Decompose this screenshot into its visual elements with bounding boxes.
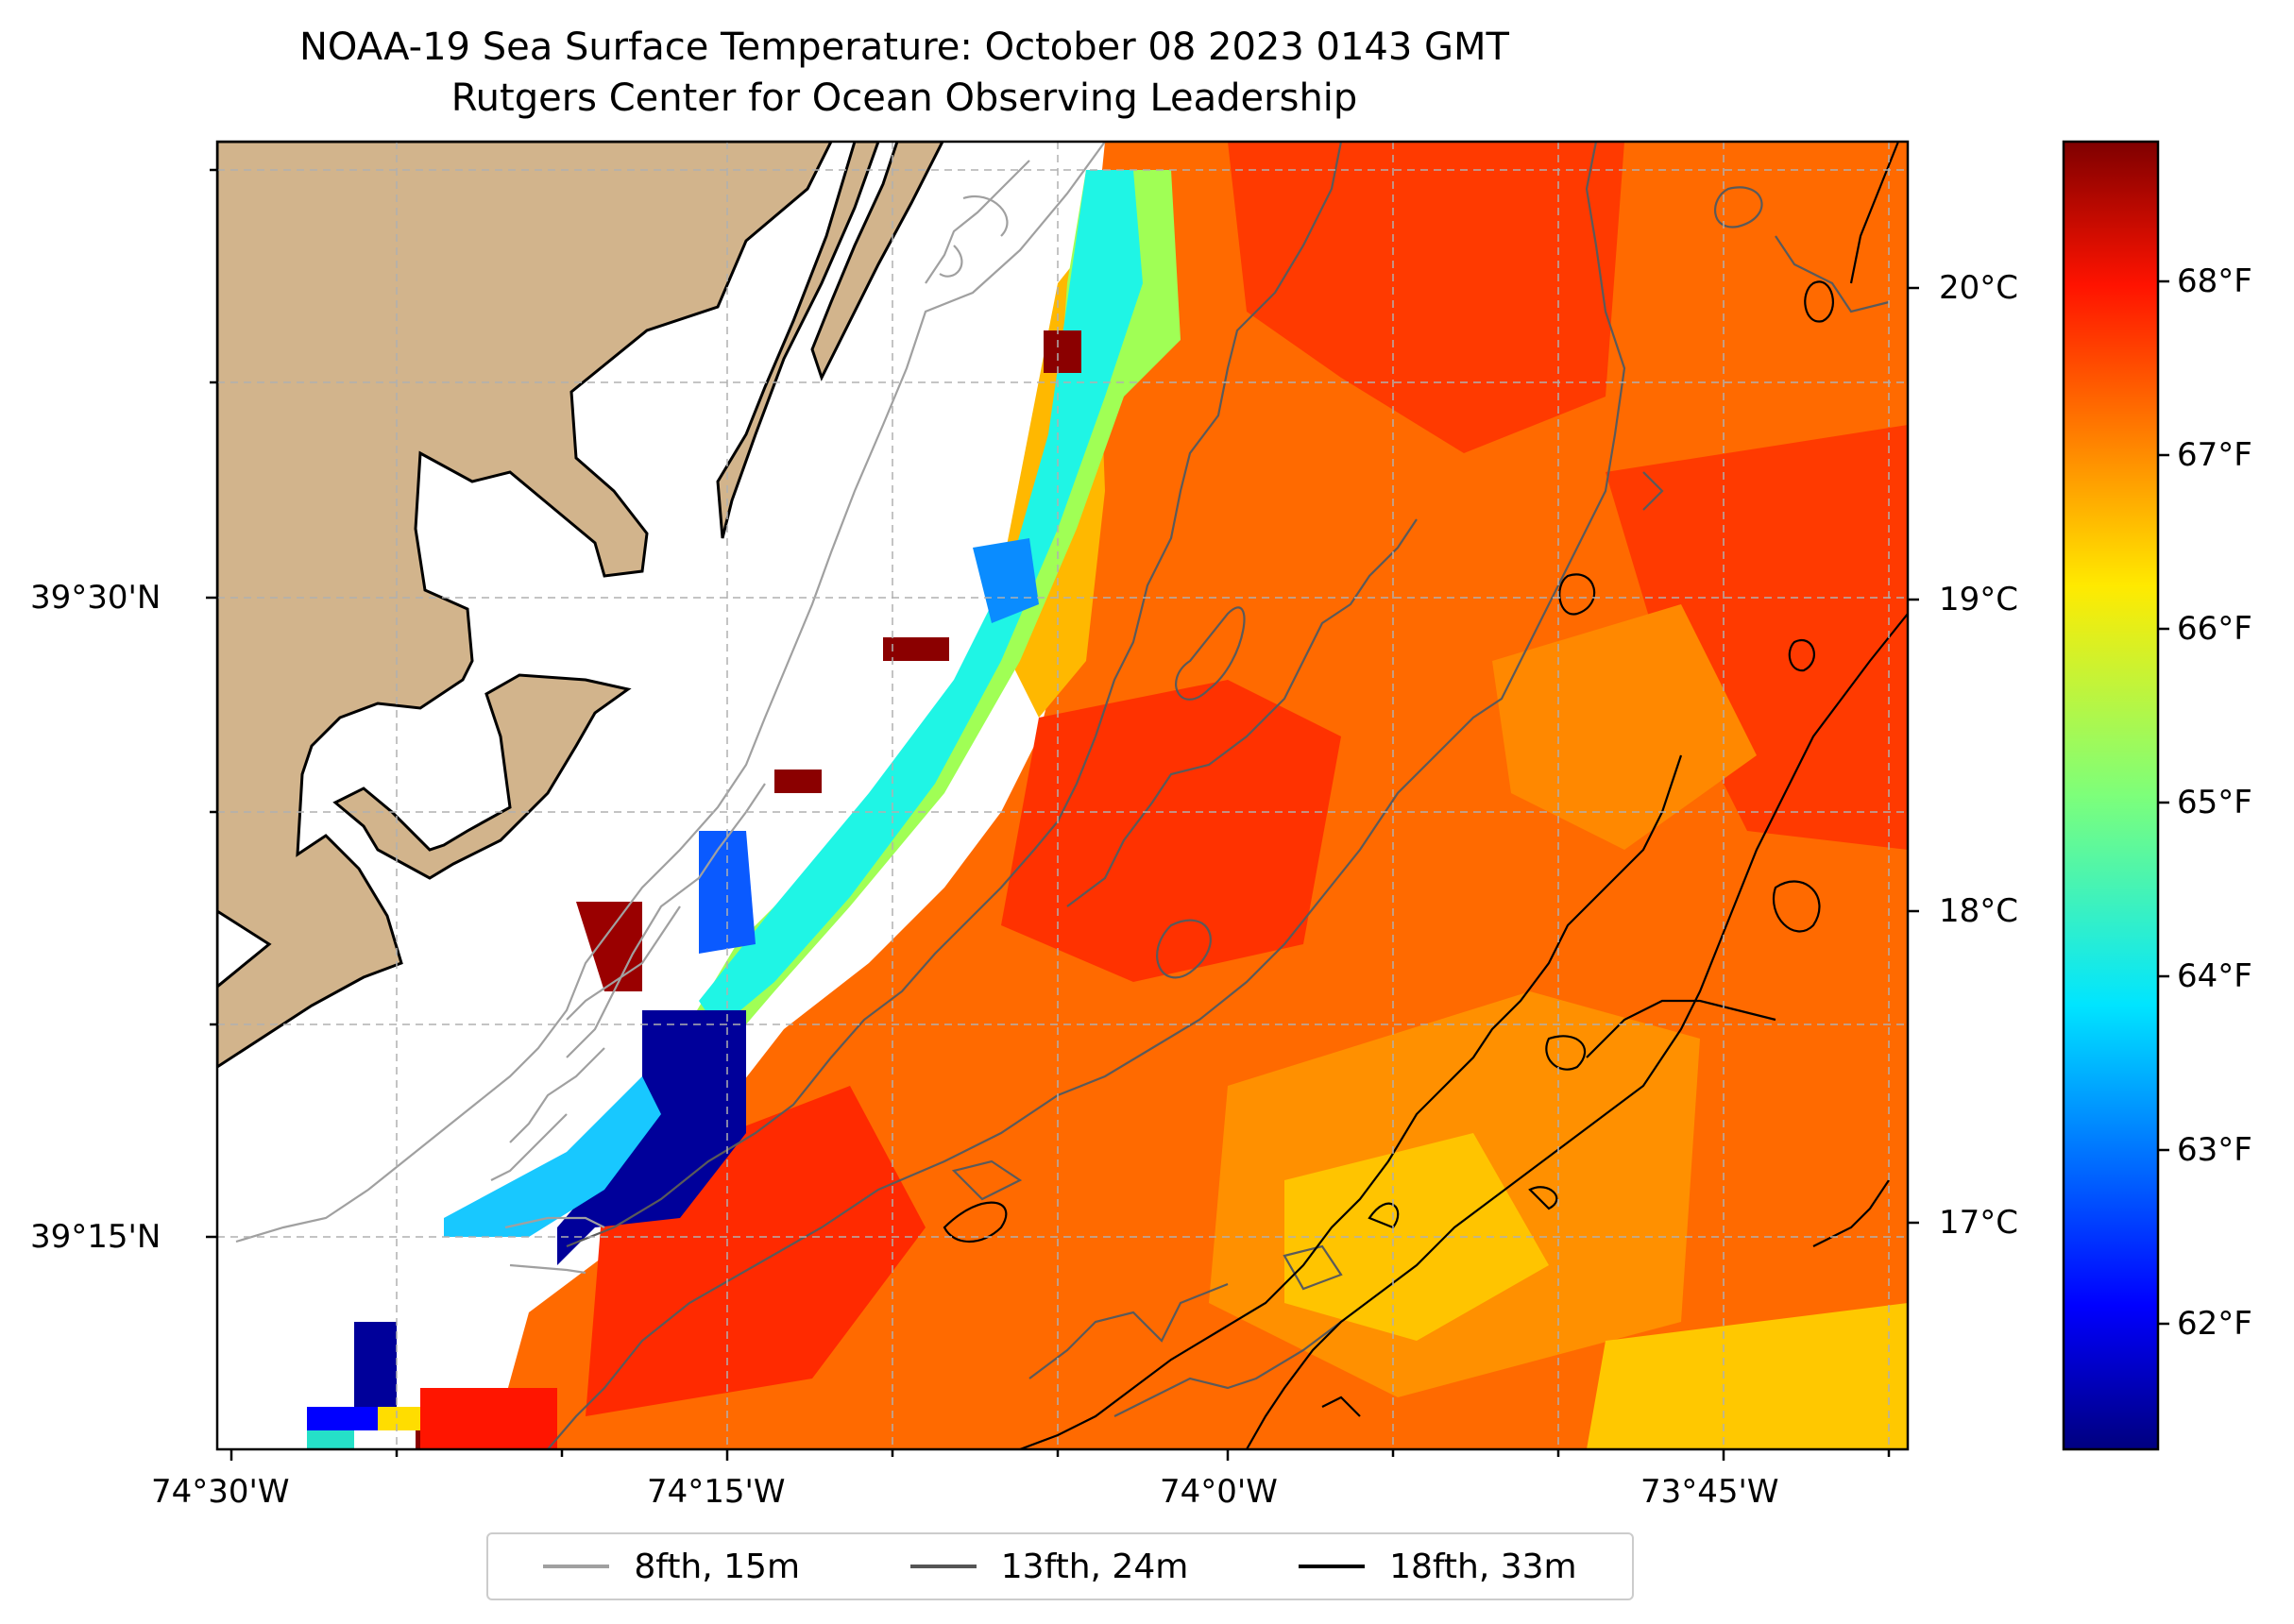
sst-dark-red-pixels: [576, 902, 642, 991]
lon-tick-label: 74°15'W: [647, 1473, 786, 1511]
sst-dark-red-pixels: [883, 637, 949, 661]
map-gridlines: [217, 142, 1908, 1449]
celsius-tick-label: 17°C: [1939, 1204, 2019, 1242]
barrier-island: [810, 142, 944, 381]
sst-blue-front: [699, 831, 756, 954]
legend-swatch-8fth: [543, 1565, 610, 1568]
map-plot-area: [217, 142, 1908, 1449]
sst-cyan-front: [444, 1076, 661, 1237]
barrier-island: [332, 673, 632, 880]
fahrenheit-tick-label: 62°F: [2177, 1305, 2252, 1343]
fahrenheit-tick-label: 65°F: [2177, 784, 2252, 821]
sst-red-patch: [1606, 425, 1908, 850]
legend-label: 18fth, 33m: [1389, 1547, 1577, 1586]
sst-blue-front: [973, 538, 1039, 623]
contour-13fth-24m: [547, 142, 1890, 1449]
contour-legend: 8fth, 15m 13fth, 24m 18fth, 33m: [486, 1532, 1634, 1600]
map-frame: [215, 140, 1910, 1451]
sst-red-pixels: [420, 1388, 557, 1449]
fahrenheit-tick-label: 67°F: [2177, 436, 2252, 474]
celsius-tick-label: 19°C: [1939, 581, 2019, 618]
sst-cyan-front: [699, 170, 1143, 1029]
barrier-island: [716, 142, 880, 539]
legend-item-13fth: 13fth, 24m: [909, 1547, 1189, 1586]
celsius-tick-label: 18°C: [1939, 892, 2019, 930]
axis-ticks: [206, 168, 1919, 1461]
inlet-water: [217, 909, 272, 989]
lon-tick-label: 73°45'W: [1640, 1473, 1779, 1511]
map-title: NOAA-19 Sea Surface Temperature: October…: [299, 25, 1509, 69]
sst-blue-pixels: [307, 1407, 378, 1430]
colorbar-ticks: [2158, 279, 2169, 1326]
sst-red-patch: [1228, 142, 1624, 453]
sst-yellow-pixels: [378, 1407, 420, 1430]
sst-red-patch: [1001, 680, 1341, 982]
sst-cyan-pixels: [307, 1430, 354, 1449]
sst-dark-red-pixels: [774, 770, 822, 793]
lat-tick-label: 39°30'N: [30, 579, 161, 617]
legend-item-8fth: 8fth, 15m: [543, 1548, 800, 1586]
lon-tick-label: 74°0'W: [1160, 1473, 1278, 1511]
sst-yellow-patch: [1284, 1133, 1549, 1341]
fahrenheit-tick-label: 63°F: [2177, 1131, 2252, 1169]
legend-item-18fth: 18fth, 33m: [1299, 1548, 1577, 1586]
legend-label: 13fth, 24m: [1000, 1547, 1189, 1586]
map-subtitle: Rutgers Center for Ocean Observing Leade…: [450, 76, 1358, 120]
lon-tick-label: 74°30'W: [151, 1473, 290, 1511]
sst-blue-pixels: [354, 1322, 397, 1407]
lat-tick-label: 39°15'N: [30, 1218, 161, 1256]
colorbar: [2062, 140, 2160, 1451]
celsius-tick-label: 20°C: [1939, 269, 2019, 307]
legend-swatch-18fth: [1299, 1565, 1366, 1568]
fahrenheit-tick-label: 64°F: [2177, 957, 2252, 995]
legend-label: 8fth, 15m: [634, 1547, 801, 1586]
sst-dark-red-pixels: [1044, 330, 1081, 373]
fahrenheit-tick-label: 66°F: [2177, 610, 2252, 648]
contour-18fth-33m: [943, 142, 1908, 1449]
sst-yellow-patch: [1587, 1303, 1908, 1449]
contour-8fth-15m: [235, 142, 1106, 1275]
legend-swatch-13fth: [909, 1565, 977, 1568]
fahrenheit-tick-label: 68°F: [2177, 262, 2252, 300]
sst-orange-patch: [1492, 604, 1757, 850]
coastline-land: [217, 142, 833, 1069]
sst-dark-blue-front: [557, 1010, 746, 1265]
